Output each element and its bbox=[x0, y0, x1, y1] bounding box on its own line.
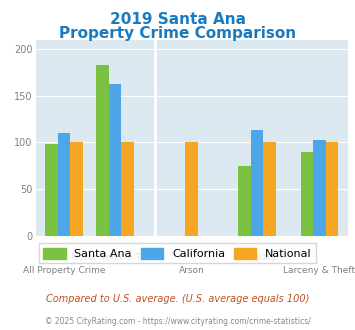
Bar bbox=[121, 143, 134, 236]
Legend: Santa Ana, California, National: Santa Ana, California, National bbox=[39, 243, 316, 263]
Bar bbox=[70, 143, 83, 236]
Text: Larceny & Theft: Larceny & Theft bbox=[283, 266, 355, 275]
Bar bbox=[263, 143, 276, 236]
Bar bbox=[45, 144, 58, 236]
Bar bbox=[58, 133, 70, 236]
Bar bbox=[96, 65, 109, 236]
Text: © 2025 CityRating.com - https://www.cityrating.com/crime-statistics/: © 2025 CityRating.com - https://www.city… bbox=[45, 317, 310, 326]
Text: Arson: Arson bbox=[179, 266, 204, 275]
Text: Compared to U.S. average. (U.S. average equals 100): Compared to U.S. average. (U.S. average … bbox=[46, 294, 309, 304]
Bar bbox=[301, 152, 313, 236]
Bar bbox=[251, 130, 263, 236]
Text: Property Crime Comparison: Property Crime Comparison bbox=[59, 26, 296, 41]
Text: 2019 Santa Ana: 2019 Santa Ana bbox=[109, 12, 246, 26]
Text: Motor Vehicle Theft: Motor Vehicle Theft bbox=[71, 253, 159, 262]
Bar bbox=[313, 140, 326, 236]
Text: All Property Crime: All Property Crime bbox=[23, 266, 105, 275]
Bar bbox=[238, 166, 251, 236]
Bar bbox=[326, 143, 338, 236]
Text: Burglary: Burglary bbox=[238, 253, 276, 262]
Bar bbox=[185, 143, 198, 236]
Bar bbox=[109, 83, 121, 236]
